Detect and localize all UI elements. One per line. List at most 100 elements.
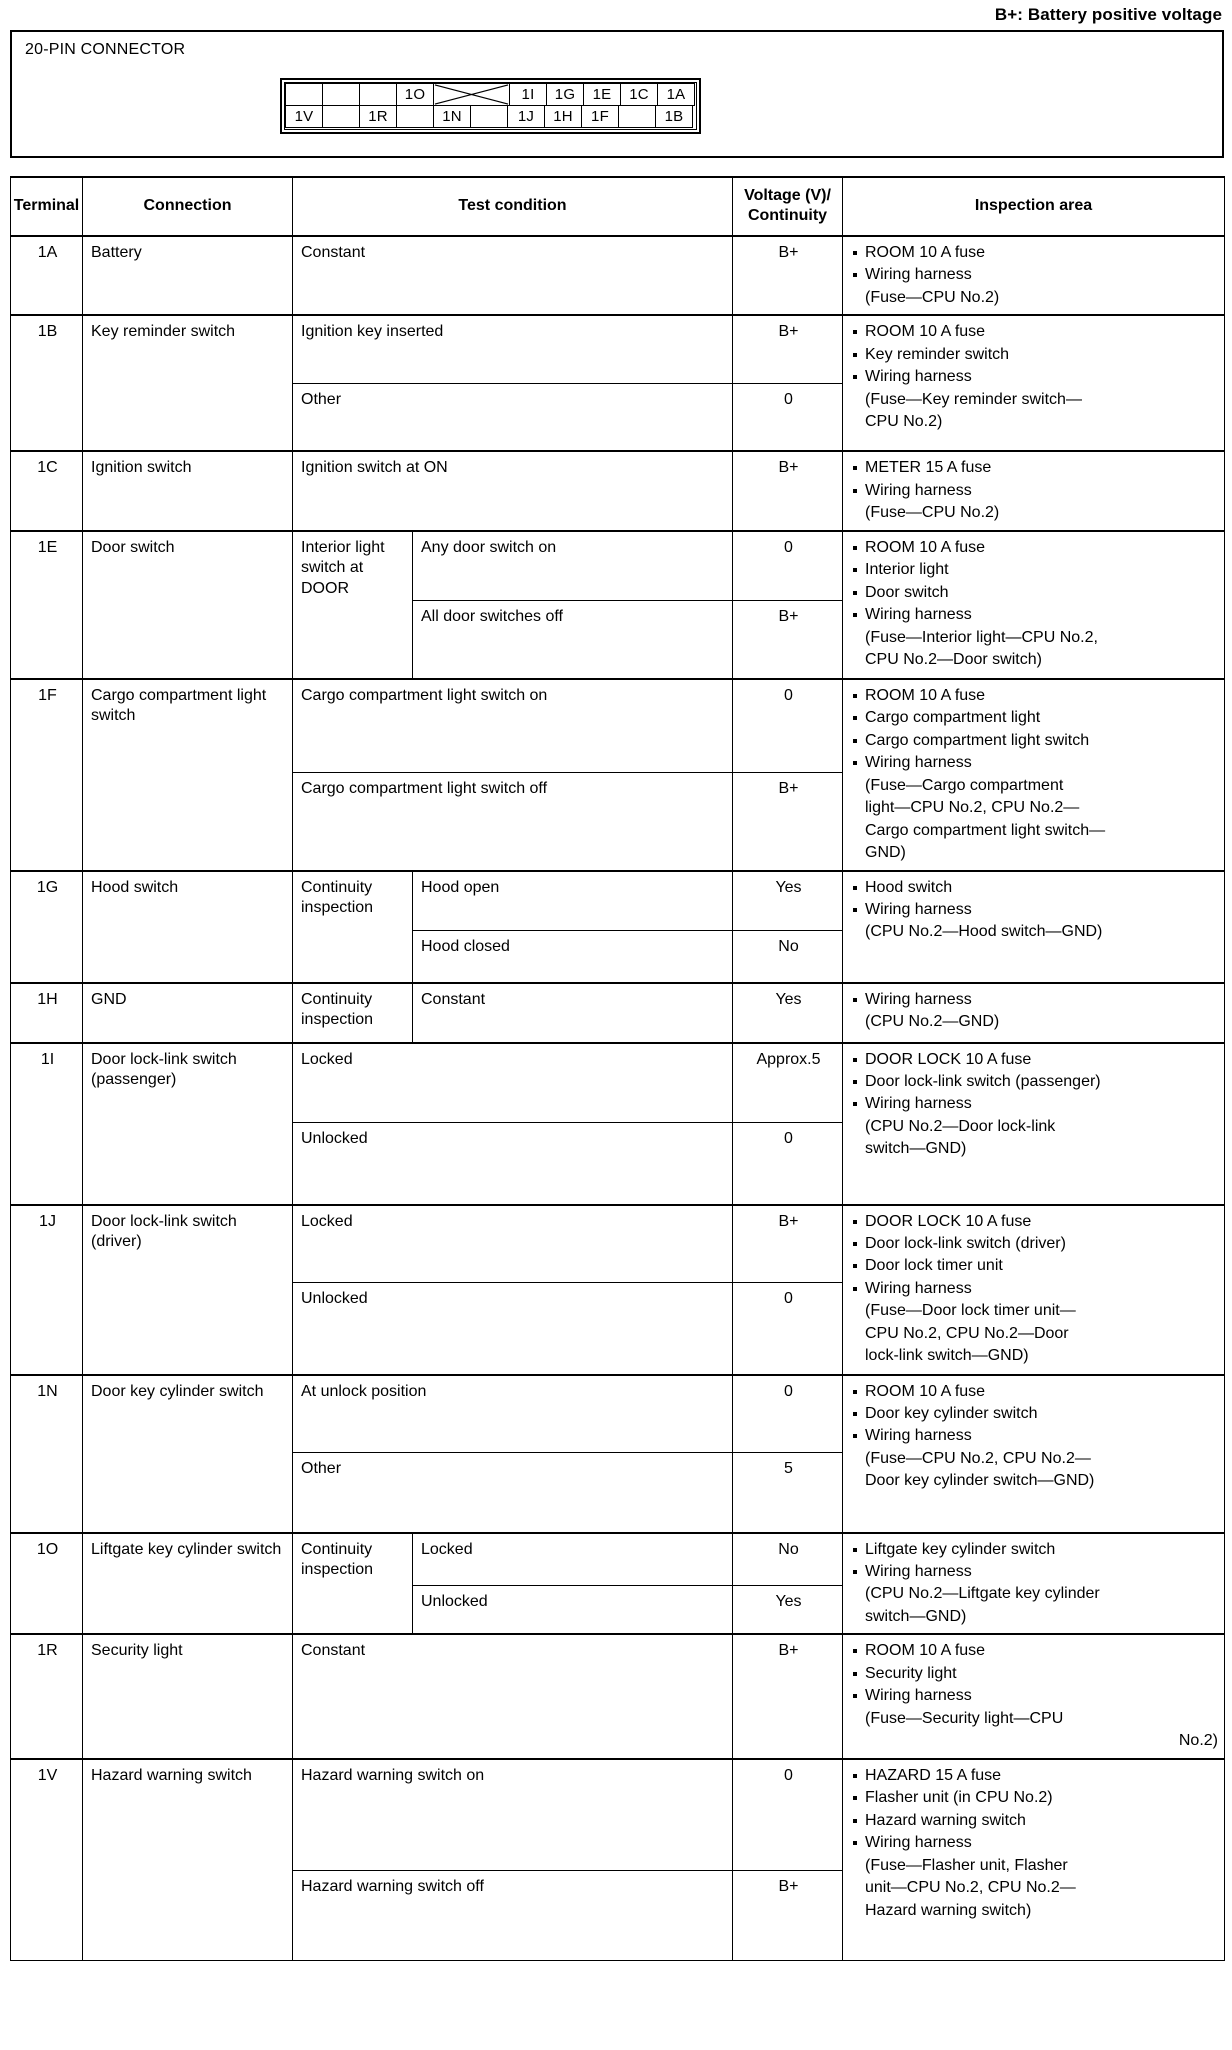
inspection-list-item: Wiring harness [851, 1426, 1218, 1446]
inspection-list-continuation: (CPU No.2—GND) [865, 1012, 1000, 1030]
terminal-inspection-table: Terminal Connection Test condition Volta… [10, 176, 1225, 1962]
inspection-list-continuation: CPU No.2—Door switch) [865, 651, 1042, 669]
inspection-list-item: Cargo compartment light [851, 708, 1218, 728]
inspection-text-right: No.2) [1178, 1732, 1218, 1750]
connector-title: 20-PIN CONNECTOR [25, 41, 186, 58]
cell-terminal: 1G [10, 869, 83, 983]
cell-test-condition: All door switches off [412, 600, 733, 680]
inspection-list-continuation: CPU No.2, CPU No.2—Door [865, 1324, 1069, 1342]
inspection-list: ROOM 10 A fuse Security light Wiring harne… [851, 1641, 1218, 1751]
cell-voltage-continuity: B+ [732, 1203, 843, 1283]
pin-1N: 1N [433, 105, 471, 128]
inspection-list-item: DOOR LOCK 10 A fuse [851, 1212, 1218, 1232]
header-terminal: Terminal [10, 176, 83, 237]
inspection-list-item: Wiring harness [851, 605, 1218, 625]
cell-voltage-continuity: 5 [732, 1452, 843, 1533]
table-row: 1B Key reminder switch Ignition key insert… [10, 314, 1225, 452]
pin-unused-x-icon [433, 83, 510, 106]
inspection-list-continuation: (Fuse—Security light—CPU [865, 1709, 1064, 1727]
pin-blank [470, 105, 508, 128]
cell-connection: Battery [82, 234, 293, 316]
cell-connection: Hazard warning switch [82, 1757, 293, 1962]
inspection-list-item: Door lock-link switch (driver) [851, 1234, 1218, 1254]
inspection-list-item: Door lock-link switch (passenger) [851, 1072, 1218, 1092]
inspection-list-continuation: switch—GND) [865, 1607, 967, 1625]
cell-voltage-continuity: Yes [732, 869, 843, 931]
cell-voltage-continuity: No [732, 930, 843, 983]
inspection-list: ROOM 10 A fuse Key reminder switch Wiring … [851, 322, 1218, 432]
connector-pin-row-bottom: 1V 1R 1N 1J 1H 1F 1B [285, 105, 695, 128]
pin-1V: 1V [285, 105, 323, 128]
cell-terminal: 1A [10, 234, 83, 316]
inspection-list-item: Cargo compartment light switch [851, 731, 1218, 751]
table-row: 1F Cargo compartment light switch Cargo co… [10, 677, 1225, 871]
cell-inspection-area: ROOM 10 A fuse Key reminder switch Wiring … [842, 314, 1225, 452]
header-connection: Connection [82, 176, 293, 237]
inspection-list-continuation: lock-link switch—GND) [865, 1347, 1029, 1365]
inspection-list-item: Flasher unit (in CPU No.2) [851, 1788, 1218, 1808]
pin-blank [359, 83, 397, 106]
cell-test-condition: Hazard warning switch on [292, 1757, 733, 1872]
cell-inspection-area: ROOM 10 A fuse Security light Wiring harne… [842, 1633, 1225, 1760]
cell-inspection-area: HAZARD 15 A fuse Flasher unit (in CPU No.… [842, 1757, 1225, 1962]
connector-diagram: 1O 1I 1G 1E 1C 1A 1V 1R 1N [280, 78, 701, 134]
header-inspection-area: Inspection area [842, 176, 1225, 237]
cell-voltage-continuity: 0 [732, 382, 843, 452]
inspection-list-continuation: unit—CPU No.2, CPU No.2— [865, 1879, 1076, 1897]
cell-test-condition: Locked [292, 1041, 733, 1123]
cell-voltage-continuity: 0 [732, 677, 843, 773]
cell-test-condition: Unlocked [292, 1282, 733, 1375]
cell-connection: Door key cylinder switch [82, 1373, 293, 1533]
inspection-list-item: Wiring harness [851, 265, 1218, 285]
inspection-list-item: Wiring harness [851, 1833, 1218, 1853]
pin-1C: 1C [620, 83, 658, 106]
inspection-list-item: Liftgate key cylinder switch [851, 1540, 1218, 1560]
inspection-list-continuation: switch—GND) [865, 1140, 967, 1158]
inspection-list-item: ROOM 10 A fuse [851, 1641, 1218, 1661]
pin-1I: 1I [509, 83, 547, 106]
inspection-list-item: Wiring harness [851, 1094, 1218, 1114]
cell-terminal: 1C [10, 450, 83, 532]
inspection-list-continuation: (Fuse—Key reminder switch— [865, 390, 1082, 408]
cell-test-condition: Hazard warning switch off [292, 1870, 733, 1962]
inspection-list-item: Key reminder switch [851, 345, 1218, 365]
header-test-condition: Test condition [292, 176, 733, 237]
inspection-list-item: ROOM 10 A fuse [851, 686, 1218, 706]
cell-voltage-continuity: 0 [732, 1282, 843, 1375]
inspection-list-continuation: GND) [865, 844, 906, 862]
cell-terminal: 1I [10, 1041, 83, 1205]
cell-voltage-continuity: 0 [732, 1757, 843, 1872]
cell-terminal: 1F [10, 677, 83, 871]
pin-1J: 1J [507, 105, 545, 128]
cell-test-condition: Ignition switch at ON [292, 450, 733, 532]
inspection-list-item: Door switch [851, 583, 1218, 603]
pin-1A: 1A [657, 83, 695, 106]
inspection-list-item: Interior light [851, 560, 1218, 580]
cell-connection: Cargo compartment light switch [82, 677, 293, 871]
cell-test-condition: Locked [292, 1203, 733, 1283]
cell-test-condition: Cargo compartment light switch off [292, 771, 733, 872]
inspection-list-item: Wiring harness [851, 481, 1218, 501]
inspection-list-item: METER 15 A fuse [851, 458, 1218, 478]
cell-voltage-continuity: 0 [732, 529, 843, 602]
inspection-list-continuation: (Fuse—Door lock timer unit— [865, 1302, 1076, 1320]
inspection-list: DOOR LOCK 10 A fuse Door lock-link switch… [851, 1050, 1218, 1160]
table-row: Other 0 [11, 382, 1225, 452]
inspection-list-item: Wiring harness [851, 900, 1218, 920]
inspection-list-continuation: (Fuse—Flasher unit, Flasher [865, 1856, 1068, 1874]
cell-inspection-area: ROOM 10 A fuse Interior light Door switch W… [842, 529, 1225, 680]
table-row: 1R Security light Constant B+ ROOM 10 A fuse… [10, 1633, 1225, 1760]
inspection-list-continuation: (Fuse—Interior light—CPU No.2, [865, 628, 1098, 646]
table-row: 1N Door key cylinder switch At unlock posi… [10, 1373, 1225, 1533]
inspection-list: METER 15 A fuse Wiring harness (Fuse—CPU N… [851, 458, 1218, 523]
inspection-list-item: Wiring harness [851, 753, 1218, 773]
cell-inspection-area: Hood switch Wiring harness (CPU No.2—Hood … [842, 869, 1225, 983]
cell-test-condition-group: Continuity inspection [292, 869, 413, 983]
cell-inspection-area: METER 15 A fuse Wiring harness (Fuse—CPU N… [842, 450, 1225, 532]
inspection-list: Hood switch Wiring harness (CPU No.2—Hood … [851, 878, 1218, 943]
cell-connection: Ignition switch [82, 450, 293, 532]
pin-blank [396, 105, 434, 128]
cell-inspection-area: Wiring harness (CPU No.2—GND) [842, 981, 1225, 1043]
legend-battery-positive: B+: Battery positive voltage [994, 5, 1222, 24]
cell-terminal: 1V [10, 1757, 83, 1962]
